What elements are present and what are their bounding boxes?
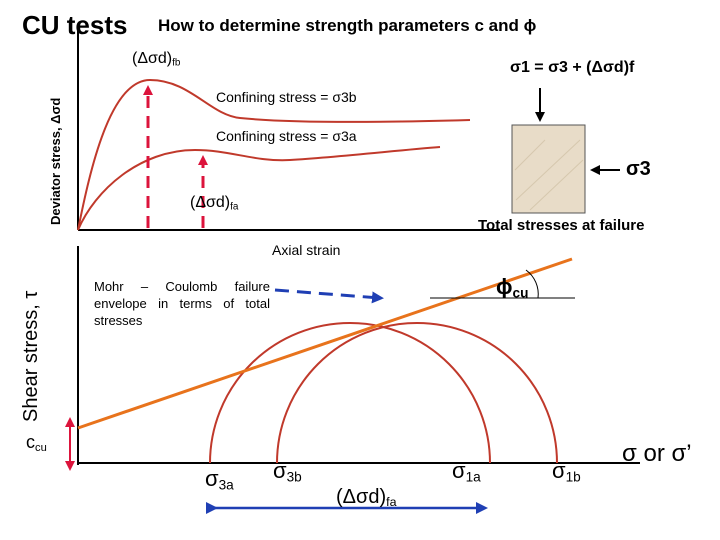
- peak-a-label: (Δσd)fa: [190, 194, 239, 213]
- envelope-note: Mohr – Coulomb failure envelope in terms…: [94, 279, 270, 328]
- page-subtitle: How to determine strength parameters c a…: [158, 16, 537, 35]
- curve-sigma3a: [77, 146, 441, 231]
- curve-b-label: Confining stress = σ3b: [216, 89, 357, 105]
- curve-a-label: Confining stress = σ3a: [216, 128, 357, 144]
- mohr-circle-a: [209, 322, 491, 464]
- top-x-axis-label: Axial strain: [272, 242, 341, 258]
- page-title: CU tests: [22, 10, 128, 40]
- sigma3b-label: σ3b: [273, 458, 302, 485]
- phi-cu-label: ϕcu: [496, 274, 529, 301]
- delta-sigma-fa-label: (Δσd)fa: [336, 486, 397, 510]
- mohr-x-axis-label: σ or σ’: [622, 440, 692, 467]
- c-cu-label: ccu: [26, 432, 47, 454]
- failure-envelope: [77, 257, 573, 430]
- sigma1a-label: σ1a: [452, 458, 481, 485]
- mohr-y-axis-label: Shear stress, τ: [20, 290, 42, 422]
- envelope-pointer: [274, 288, 384, 304]
- sigma3a-label: σ3a: [205, 466, 234, 493]
- specimen-texture: [514, 139, 584, 211]
- sigma1-equation: σ1 = σ3 + (Δσd)f: [510, 59, 635, 76]
- peak-b-label: (Δσd)fb: [132, 50, 181, 69]
- phi-arc: [525, 269, 539, 299]
- specimen-caption: Total stresses at failure: [478, 217, 645, 234]
- sigma1b-label: σ1b: [552, 458, 581, 485]
- mohr-circle-b: [276, 322, 558, 464]
- curve-sigma3b: [77, 78, 471, 231]
- sigma3-label: σ3: [626, 158, 651, 180]
- top-y-axis-label: Deviator stress, Δσd: [48, 97, 63, 225]
